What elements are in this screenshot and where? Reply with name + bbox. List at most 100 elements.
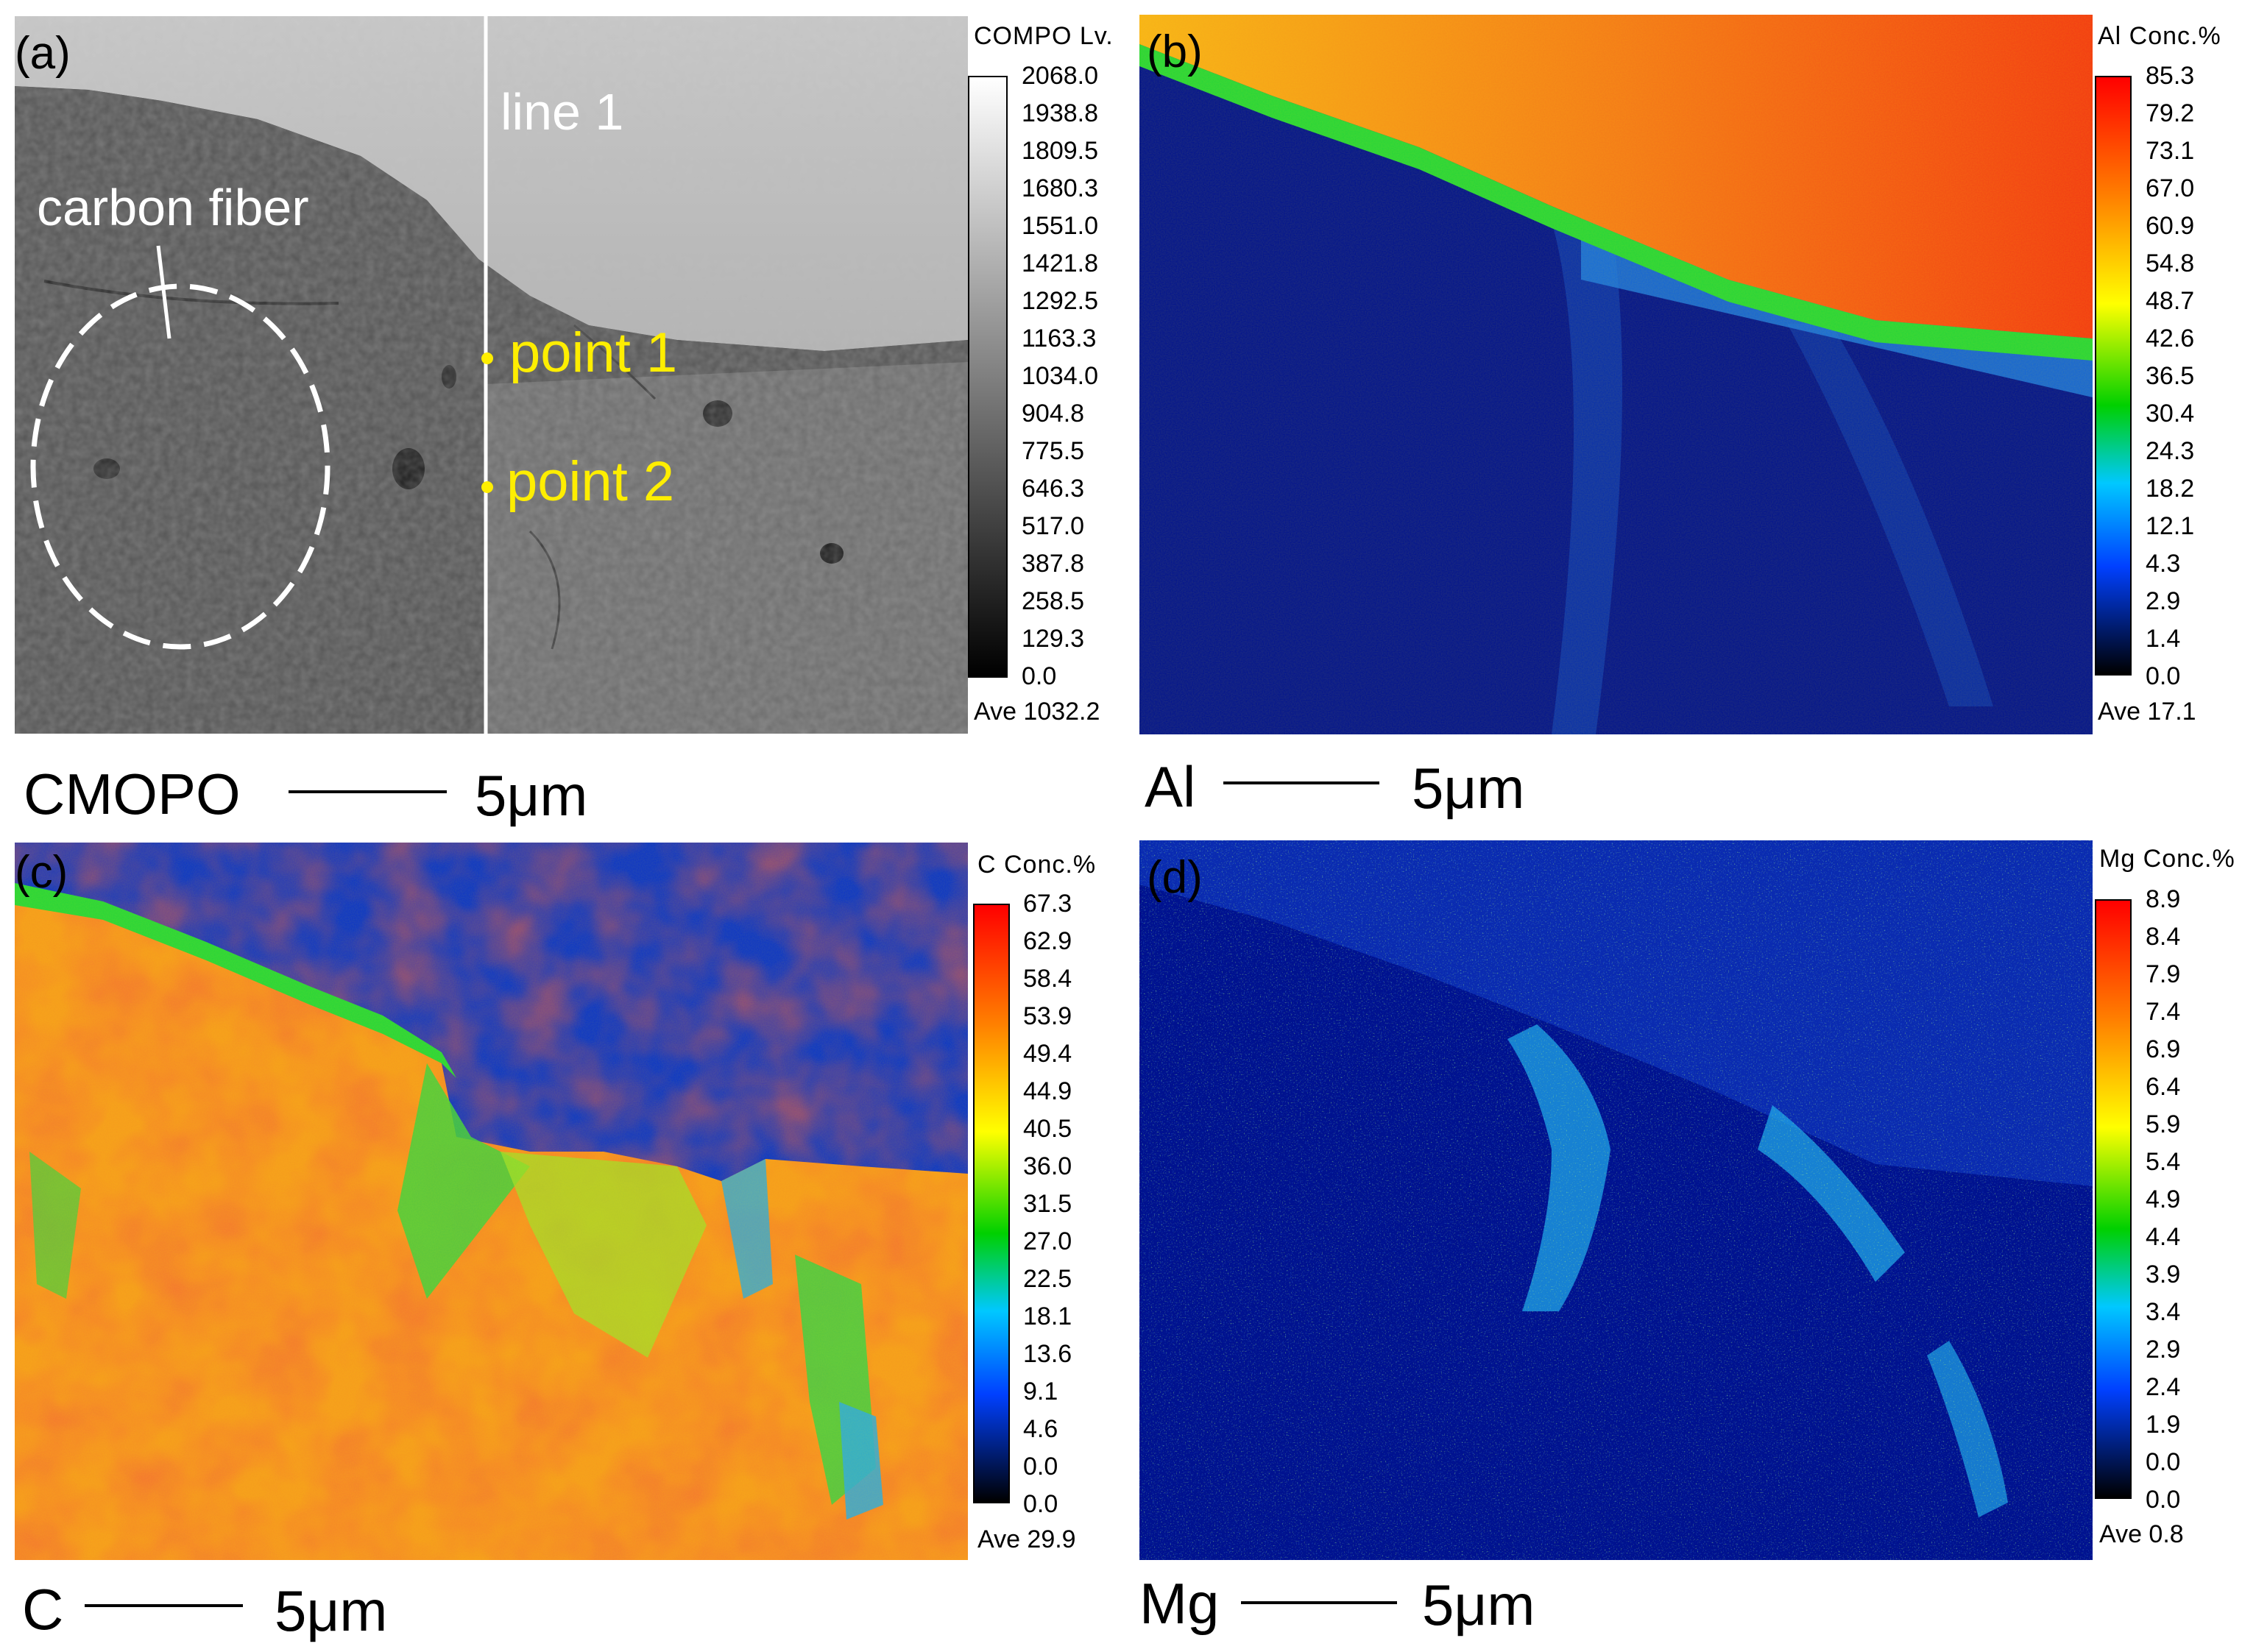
colorbar-tick-label: 1292.5 <box>1022 287 1098 315</box>
colorbar-tick-label: 73.1 <box>2146 137 2195 165</box>
colorbar-tick-label: 53.9 <box>1023 1002 1072 1030</box>
colorbar-tick-label: 1.9 <box>2146 1411 2181 1439</box>
al-map-image: (b) <box>1139 15 2093 734</box>
panel-b-letter: (b) <box>1147 26 1203 77</box>
colorbar-tick-label: 3.9 <box>2146 1261 2181 1288</box>
colorbar-tick-label: 5.4 <box>2146 1148 2181 1176</box>
colorbar-tick-label: 22.5 <box>1023 1265 1072 1293</box>
caption-element: Mg <box>1139 1571 1220 1636</box>
caption-scale: 5μm <box>475 763 588 828</box>
colorbar-tick-label: 1938.8 <box>1022 99 1098 127</box>
colorbar-tick-label: 6.9 <box>2146 1035 2181 1063</box>
point-1-label: point 1 <box>509 322 678 384</box>
colorbar-tick-label: 0.0 <box>1023 1453 1058 1481</box>
colorbar-tick-label: 258.5 <box>1022 587 1085 615</box>
colorbar-tick-label: 18.1 <box>1023 1302 1072 1330</box>
scale-bar <box>85 1604 243 1607</box>
colorbar-gradient <box>2095 76 2132 676</box>
colorbar-tick-label: 1551.0 <box>1022 212 1098 240</box>
colorbar-tick-label: 0.0 <box>1023 1490 1058 1518</box>
colorbar-tick-label: 36.5 <box>2146 362 2195 390</box>
colorbar-tick-label: 8.4 <box>2146 923 2181 951</box>
point-2-marker <box>481 481 493 493</box>
colorbar-tick-label: 6.4 <box>2146 1073 2181 1101</box>
colorbar-tick-label: 4.3 <box>2146 550 2181 578</box>
point-1-marker <box>481 352 493 364</box>
colorbar-tick-label: 1.4 <box>2146 625 2181 653</box>
colorbar-title: C Conc.% <box>977 851 1097 879</box>
carbon-fiber-label: carbon fiber <box>37 179 309 236</box>
colorbar-gradient <box>973 904 1010 1503</box>
colorbar-tick-label: 7.4 <box>2146 998 2181 1026</box>
colorbar-average: Ave 0.8 <box>2099 1520 2184 1548</box>
caption-element: Al <box>1145 754 1196 819</box>
colorbar-tick-label: 0.0 <box>2146 662 2181 690</box>
colorbar-tick-label: 4.9 <box>2146 1185 2181 1213</box>
colorbar-title: COMPO Lv. <box>974 22 1114 50</box>
colorbar-tick-label: 2.4 <box>2146 1373 2181 1401</box>
colorbar-tick-label: 18.2 <box>2146 475 2195 503</box>
colorbar-tick-label: 0.0 <box>2146 1486 2181 1514</box>
colorbar-tick-label: 129.3 <box>1022 625 1085 653</box>
colorbar-tick-label: 30.4 <box>2146 400 2195 428</box>
scale-bar <box>289 790 447 793</box>
colorbar-tick-label: 4.4 <box>2146 1223 2181 1251</box>
panel-d-letter: (d) <box>1147 852 1203 903</box>
colorbar-tick-label: 58.4 <box>1023 965 1072 993</box>
colorbar-tick-label: 67.3 <box>1023 890 1072 918</box>
scale-bar <box>1241 1601 1397 1604</box>
colorbar-tick-label: 24.3 <box>2146 437 2195 465</box>
colorbar-tick-label: 13.6 <box>1023 1340 1072 1368</box>
colorbar-gradient <box>2095 899 2132 1499</box>
colorbar-tick-label: 36.0 <box>1023 1152 1072 1180</box>
colorbar-title: Al Conc.% <box>2098 22 2221 50</box>
colorbar-tick-label: 2068.0 <box>1022 62 1098 90</box>
colorbar-tick-label: 0.0 <box>2146 1448 2181 1476</box>
colorbar-tick-label: 775.5 <box>1022 437 1085 465</box>
colorbar-tick-label: 44.9 <box>1023 1077 1072 1105</box>
colorbar-tick-label: 49.4 <box>1023 1040 1072 1068</box>
panel-c-letter: (c) <box>15 847 68 898</box>
line-1-label: line 1 <box>501 83 624 141</box>
colorbar-tick-label: 60.9 <box>2146 212 2195 240</box>
caption-scale: 5μm <box>1422 1573 1535 1637</box>
colorbar-tick-label: 31.5 <box>1023 1190 1072 1218</box>
carbon-fiber-outline <box>30 283 330 650</box>
c-map-image: (c) <box>15 843 968 1560</box>
colorbar-tick-label: 79.2 <box>2146 99 2195 127</box>
colorbar-tick-label: 67.0 <box>2146 174 2195 202</box>
colorbar-tick-label: 27.0 <box>1023 1227 1072 1255</box>
colorbar-tick-label: 9.1 <box>1023 1378 1058 1405</box>
colorbar-tick-label: 1680.3 <box>1022 174 1098 202</box>
colorbar-tick-label: 0.0 <box>1022 662 1057 690</box>
colorbar-tick-label: 42.6 <box>2146 325 2195 352</box>
colorbar-average: Ave 1032.2 <box>974 698 1100 726</box>
colorbar-tick-label: 2.9 <box>2146 587 2181 615</box>
scale-bar <box>1223 781 1379 784</box>
colorbar-tick-label: 517.0 <box>1022 512 1085 540</box>
caption-element: C <box>22 1577 64 1642</box>
colorbar-tick-label: 85.3 <box>2146 62 2195 90</box>
colorbar-average: Ave 29.9 <box>977 1525 1076 1553</box>
caption-scale: 5μm <box>1412 756 1525 820</box>
mg-map-image: (d) <box>1139 840 2093 1560</box>
colorbar-tick-label: 904.8 <box>1022 400 1085 428</box>
colorbar-tick-label: 2.9 <box>2146 1336 2181 1364</box>
compo-image: line 1 carbon fiber point 1 point 2 (a) <box>15 16 968 734</box>
point-2-label: point 2 <box>506 450 675 513</box>
colorbar-tick-label: 5.9 <box>2146 1110 2181 1138</box>
colorbar-tick-label: 646.3 <box>1022 475 1085 503</box>
colorbar-tick-label: 1809.5 <box>1022 137 1098 165</box>
colorbar-tick-label: 1034.0 <box>1022 362 1098 390</box>
caption-scale: 5μm <box>275 1578 388 1643</box>
colorbar-average: Ave 17.1 <box>2098 698 2196 726</box>
caption-element: CMOPO <box>24 762 241 826</box>
colorbar-tick-label: 3.4 <box>2146 1298 2181 1326</box>
colorbar-tick-label: 54.8 <box>2146 249 2195 277</box>
colorbar-gradient <box>968 76 1008 678</box>
colorbar-tick-label: 8.9 <box>2146 885 2181 913</box>
colorbar-title: Mg Conc.% <box>2099 845 2235 873</box>
colorbar-tick-label: 12.1 <box>2146 512 2195 540</box>
panel-a-letter: (a) <box>15 28 71 79</box>
colorbar-tick-label: 40.5 <box>1023 1115 1072 1143</box>
